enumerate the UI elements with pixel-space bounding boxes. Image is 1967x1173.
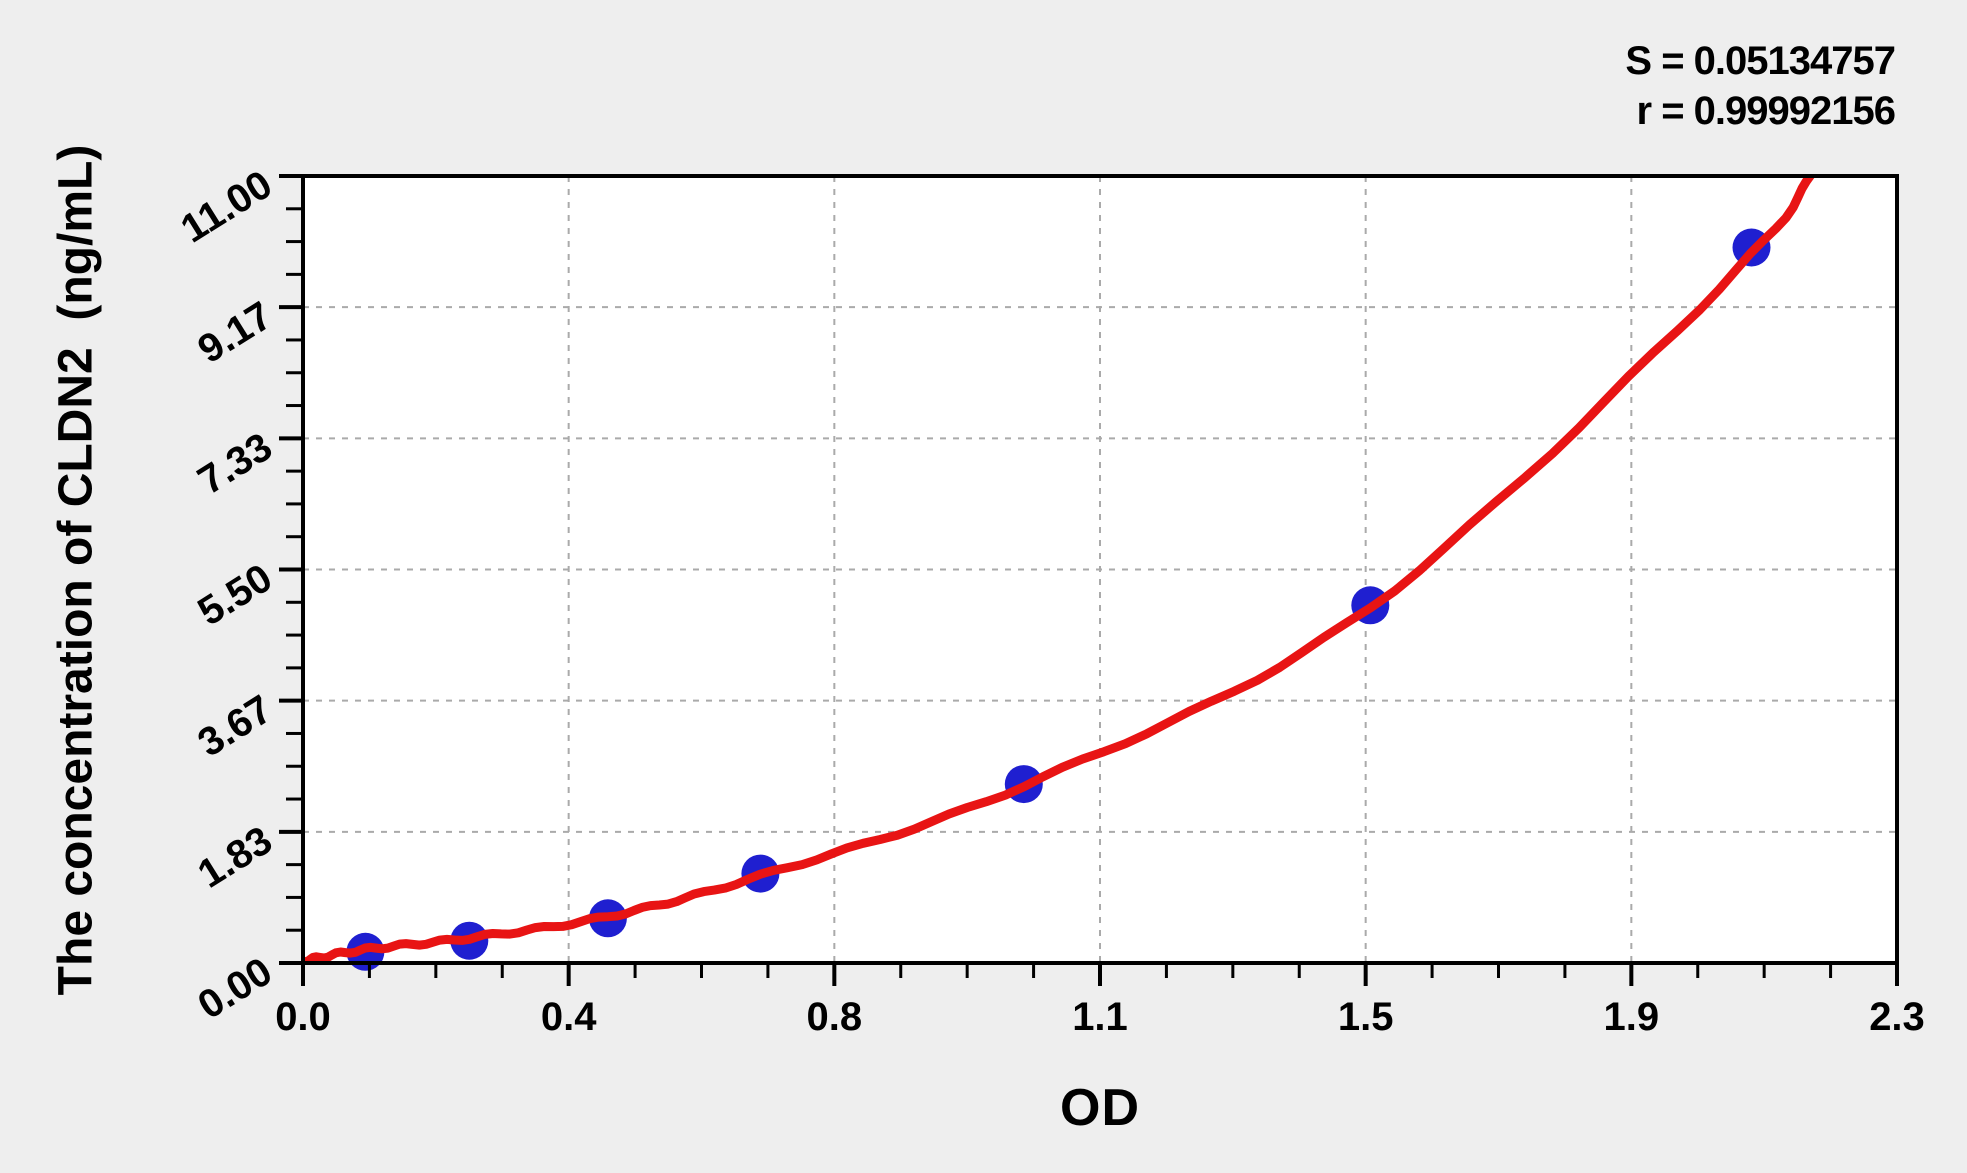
x-tick-label: 0.8 (807, 995, 863, 1039)
x-axis-title: OD (1060, 1079, 1140, 1137)
plot-frame (301, 174, 1899, 965)
y-tick-label: 9.17 (190, 293, 279, 372)
y-tick-label: 0.00 (190, 949, 279, 1028)
r-value-text: r = 0.99992156 (1636, 89, 1896, 133)
y-tick-label: 11.00 (173, 162, 279, 251)
x-tick-label: 0.4 (541, 995, 597, 1039)
y-tick-label: 5.50 (190, 556, 279, 635)
x-tick-label: 2.3 (1869, 995, 1925, 1039)
y-axis-title: The concentration of CLDN2 (ng/mL) (49, 144, 103, 996)
x-tick-label: 1.9 (1604, 995, 1660, 1039)
s-value-text: S = 0.05134757 (1625, 39, 1896, 83)
fit-statistics: S = 0.05134757 r = 0.99992156 (1625, 36, 1896, 136)
y-tick-label: 7.33 (190, 425, 279, 504)
y-tick-label: 1.83 (190, 818, 279, 897)
x-tick-label: 1.5 (1338, 995, 1394, 1039)
x-tick-label: 0.0 (275, 995, 331, 1039)
y-tick-label: 3.67 (190, 687, 279, 766)
x-tick-label: 1.1 (1072, 995, 1128, 1039)
fit-curve (303, 176, 1816, 963)
